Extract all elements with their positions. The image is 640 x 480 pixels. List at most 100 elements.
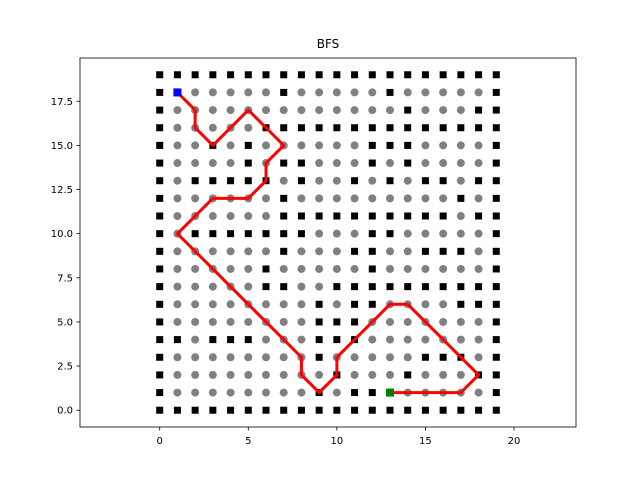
wall-marker <box>244 230 252 238</box>
visited-marker <box>226 264 235 273</box>
visited-marker <box>386 335 394 344</box>
visited-marker <box>350 229 359 238</box>
visited-marker <box>279 106 288 115</box>
wall-marker <box>297 406 305 414</box>
visited-marker <box>386 159 394 168</box>
wall-marker <box>156 212 164 220</box>
wall-marker <box>492 406 500 414</box>
wall-marker <box>404 283 412 291</box>
visited-marker <box>421 159 430 168</box>
visited-marker <box>191 335 200 344</box>
wall-marker <box>368 406 376 414</box>
visited-marker <box>439 229 448 238</box>
wall-marker <box>457 406 465 414</box>
visited-marker <box>315 88 324 97</box>
visited-marker <box>421 335 430 344</box>
wall-marker <box>421 124 429 132</box>
visited-marker <box>332 176 341 185</box>
x-tick-label: 15 <box>419 436 432 447</box>
visited-marker <box>474 88 483 97</box>
wall-marker <box>404 159 412 167</box>
wall-marker <box>457 71 465 79</box>
visited-marker <box>226 247 235 256</box>
wall-marker <box>156 159 164 167</box>
visited-marker <box>262 353 270 362</box>
wall-marker <box>492 141 500 149</box>
wall-marker <box>439 406 447 414</box>
wall-marker <box>280 212 288 220</box>
wall-marker <box>280 71 288 79</box>
visited-marker <box>456 176 465 185</box>
wall-marker <box>492 124 500 132</box>
wall-marker <box>439 177 447 185</box>
visited-marker <box>350 106 359 115</box>
wall-marker <box>404 212 412 220</box>
wall-marker <box>244 336 252 344</box>
wall-marker <box>439 353 447 361</box>
visited-marker <box>403 317 412 326</box>
wall-marker <box>457 300 465 308</box>
visited-marker <box>474 335 483 344</box>
wall-marker <box>297 177 305 185</box>
wall-marker <box>156 124 164 132</box>
visited-marker <box>244 88 253 97</box>
wall-marker <box>315 212 323 220</box>
wall-marker <box>492 283 500 291</box>
wall-marker <box>404 71 412 79</box>
visited-marker <box>439 370 448 379</box>
visited-marker <box>173 264 182 273</box>
wall-marker <box>421 406 429 414</box>
wall-marker <box>191 406 199 414</box>
visited-marker <box>332 141 341 150</box>
visited-marker <box>173 317 182 326</box>
wall-marker <box>315 353 323 361</box>
wall-marker <box>351 247 359 255</box>
wall-marker <box>475 71 483 79</box>
wall-marker <box>386 406 394 414</box>
wall-marker <box>368 300 376 308</box>
visited-marker <box>297 247 306 256</box>
visited-marker <box>315 370 324 379</box>
visited-marker <box>297 141 306 150</box>
wall-marker <box>492 265 500 273</box>
visited-marker <box>262 106 270 115</box>
wall-marker <box>404 124 412 132</box>
visited-marker <box>297 317 306 326</box>
wall-marker <box>457 194 465 202</box>
visited-marker <box>226 317 235 326</box>
wall-marker <box>368 71 376 79</box>
visited-marker <box>315 247 324 256</box>
wall-marker <box>351 124 359 132</box>
visited-marker <box>350 88 359 97</box>
visited-marker <box>474 388 483 397</box>
visited-marker <box>456 212 465 221</box>
visited-marker <box>439 106 448 115</box>
visited-marker <box>208 353 217 362</box>
wall-marker <box>156 71 164 79</box>
wall-marker <box>280 406 288 414</box>
visited-marker <box>456 88 465 97</box>
visited-marker <box>456 264 465 273</box>
wall-marker <box>280 88 288 96</box>
wall-marker <box>475 406 483 414</box>
visited-marker <box>226 300 235 309</box>
visited-marker <box>208 123 217 132</box>
visited-marker <box>226 159 235 168</box>
visited-marker <box>262 88 270 97</box>
wall-marker <box>209 71 217 79</box>
wall-marker <box>244 177 252 185</box>
y-tick-label: 0.0 <box>57 406 73 417</box>
chart-axes: 0 5 10 15 20 0.0 2.5 5.0 7.5 10.0 12.5 15.0 17.5 <box>51 57 577 447</box>
wall-marker <box>333 71 341 79</box>
visited-marker <box>279 370 288 379</box>
visited-marker <box>474 247 483 256</box>
wall-marker <box>492 71 500 79</box>
x-tick-label: 0 <box>157 436 163 447</box>
visited-marker <box>173 176 182 185</box>
wall-marker <box>492 336 500 344</box>
visited-marker <box>279 300 288 309</box>
wall-marker <box>297 71 305 79</box>
wall-marker <box>156 371 164 379</box>
wall-marker <box>404 106 412 114</box>
